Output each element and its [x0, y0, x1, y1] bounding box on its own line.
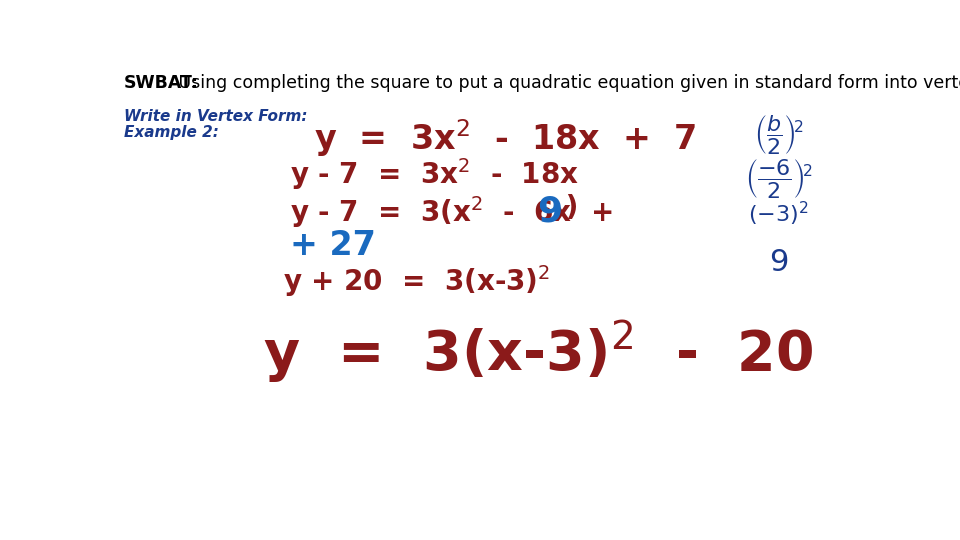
Text: Using completing the square to put a quadratic equation given in standard form i: Using completing the square to put a qua…	[173, 74, 960, 92]
Text: y - 7  =  3(x$^2$  -  6x  +: y - 7 = 3(x$^2$ - 6x +	[291, 194, 616, 230]
Text: 9: 9	[537, 194, 563, 228]
Text: $\left(\dfrac{b}{2}\right)^{\!2}$: $\left(\dfrac{b}{2}\right)^{\!2}$	[754, 112, 804, 156]
Text: Write in Vertex Form:: Write in Vertex Form:	[124, 110, 307, 124]
Text: $\left(\dfrac{-6}{2}\right)^{\!2}$: $\left(\dfrac{-6}{2}\right)^{\!2}$	[745, 157, 813, 200]
Text: Example 2:: Example 2:	[124, 125, 219, 140]
Text: + 27: + 27	[291, 229, 376, 262]
Text: y - 7  =  3x$^2$  -  18x: y - 7 = 3x$^2$ - 18x	[291, 156, 580, 192]
Text: y  =  3x$^2$  -  18x  +  7: y = 3x$^2$ - 18x + 7	[314, 117, 696, 159]
Text: y + 20  =  3(x-3)$^2$: y + 20 = 3(x-3)$^2$	[283, 264, 550, 299]
Text: SWBAT:: SWBAT:	[124, 74, 199, 92]
Text: $(-3)^{2}$: $(-3)^{2}$	[749, 200, 809, 228]
Text: 9: 9	[769, 248, 788, 277]
Text: ): )	[556, 194, 578, 222]
Text: y  =  3(x-3)$^2$  -  20: y = 3(x-3)$^2$ - 20	[263, 319, 814, 386]
